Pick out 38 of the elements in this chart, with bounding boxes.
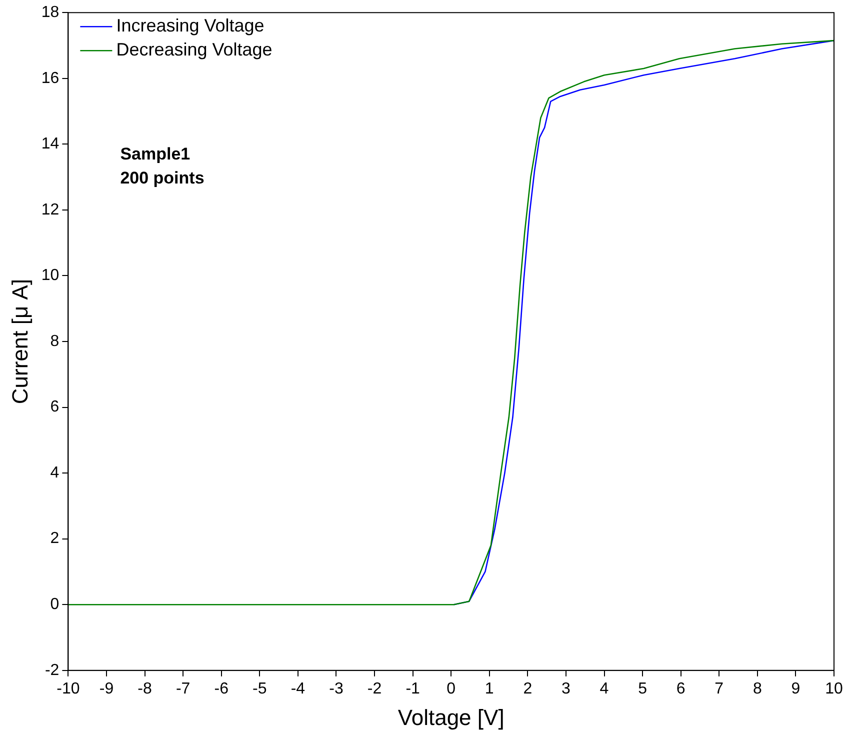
- x-tick-label: -5: [252, 680, 267, 698]
- x-tick-label: -2: [367, 680, 382, 698]
- y-tick-label: 12: [41, 201, 60, 218]
- legend-label: Decreasing Voltage: [116, 40, 272, 60]
- y-axis-title: Current [μ A]: [7, 278, 32, 404]
- x-tick-label: 6: [676, 680, 686, 698]
- y-tick-label: 14: [41, 136, 60, 153]
- y-tick-label: -2: [44, 662, 60, 679]
- x-tick-label: 10: [825, 680, 843, 698]
- y-tick-label: 0: [50, 596, 60, 614]
- x-tick-label: 0: [446, 680, 456, 698]
- x-tick-label: 1: [484, 680, 494, 698]
- x-tick-label: 8: [752, 680, 762, 698]
- y-tick-label: 18: [41, 4, 60, 22]
- annotation: Sample1: [120, 144, 190, 164]
- y-tick-label: 8: [50, 332, 60, 350]
- x-tick-label: -4: [290, 680, 306, 698]
- y-tick-label: 2: [50, 530, 60, 548]
- x-tick-label: 4: [600, 680, 609, 698]
- x-tick-label: 2: [523, 680, 532, 698]
- x-tick-label: 3: [562, 680, 571, 698]
- x-tick-label: -1: [406, 680, 420, 698]
- x-axis-title: Voltage [V]: [398, 704, 504, 730]
- x-tick-label: 5: [638, 680, 648, 698]
- legend-label: Increasing Voltage: [116, 16, 264, 36]
- x-tick-label: 7: [714, 680, 724, 698]
- x-tick-label: -9: [99, 680, 114, 698]
- y-tick-label: 6: [50, 398, 60, 416]
- x-tick-label: 9: [791, 680, 800, 698]
- y-tick-label: 16: [41, 70, 60, 87]
- y-tick-label: 4: [50, 464, 60, 482]
- x-tick-label: -7: [176, 680, 190, 698]
- x-tick-label: -8: [138, 680, 152, 698]
- y-tick-label: 10: [41, 267, 60, 284]
- x-tick-label: -6: [214, 680, 229, 698]
- annotation: 200 points: [120, 168, 204, 188]
- x-tick-label: -3: [329, 680, 344, 698]
- x-tick-label: -10: [56, 680, 80, 698]
